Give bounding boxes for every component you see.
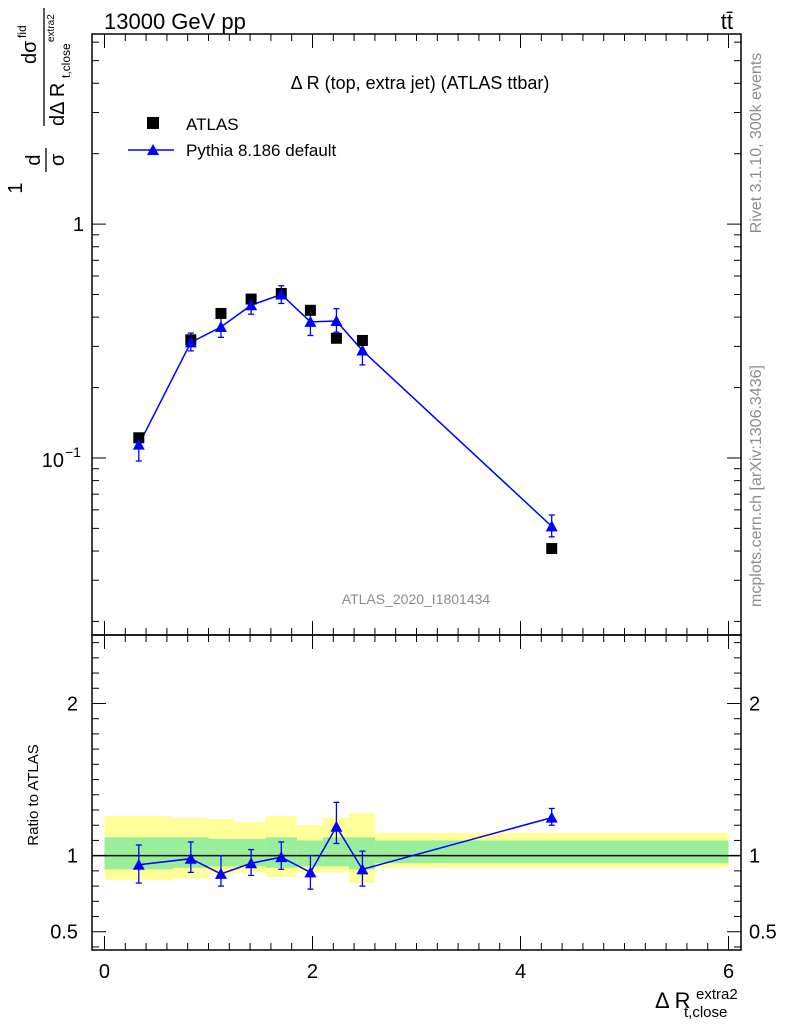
x-tick-label: 6 [723, 961, 734, 983]
pythia-line [138, 293, 553, 527]
atlas-data-point [245, 293, 257, 305]
ratio-data-point [214, 867, 227, 879]
ratio-data-point [184, 852, 197, 864]
chart-title: Δ R (top, extra jet) (ATLAS ttbar) [291, 73, 550, 93]
svg-text:dσ: dσ [19, 40, 41, 64]
legend-pythia-label: Pythia 8.186 default [186, 141, 337, 160]
atlas-data-point [304, 304, 316, 316]
svg-text:t,close: t,close [684, 1004, 727, 1021]
svg-text:Δ R: Δ R [655, 988, 690, 1013]
main-y-tick-label: 1 [73, 214, 84, 236]
svg-text:1: 1 [5, 182, 27, 193]
pythia-data-point [214, 321, 227, 333]
rivet-label: Rivet 3.1.10, 300k events [748, 53, 765, 234]
x-tick-label: 2 [307, 961, 318, 983]
main-series-layer [132, 285, 558, 555]
svg-text:dΔ R: dΔ R [47, 83, 69, 126]
ratio-y-tick-label: 1 [67, 846, 78, 868]
pythia-data-point [184, 336, 197, 348]
pythia-data-point [245, 299, 258, 311]
ratio-data-point [545, 811, 558, 823]
ratio-y-tick-label-right: 0.5 [749, 922, 777, 944]
pythia-data-point [330, 315, 343, 327]
atlas-data-point [215, 307, 227, 319]
legend: ATLAS Pythia 8.186 default [128, 115, 337, 160]
ratio-stat-uncertainty-band [374, 840, 729, 864]
svg-text:fid: fid [15, 25, 29, 38]
pythia-data-point [356, 344, 369, 356]
ratio-data-point [304, 866, 317, 878]
x-tick-label: 4 [515, 961, 526, 983]
ratio-y-tick-label: 2 [67, 693, 78, 715]
pythia-data-point [132, 438, 145, 450]
main-y-axis-label: d σ 1 dσ fid dΔ R t,close extra2 [5, 8, 73, 194]
ratio-data-point [245, 857, 258, 869]
svg-text:extra2: extra2 [696, 986, 738, 1003]
pythia-data-point [275, 288, 288, 300]
ratio-y-tick-label: 0.5 [50, 922, 78, 944]
legend-atlas-label: ATLAS [186, 115, 239, 134]
energy-label: 13000 GeV pp [104, 9, 246, 34]
ratio-axis-ticks: 0.5 0.5 1 1 2 2 0 2 4 6 [50, 635, 777, 983]
x-axis-label: Δ R extra2 t,close [655, 986, 738, 1021]
atlas-data-point [133, 432, 145, 444]
process-label: tt̄ [721, 9, 733, 34]
svg-text:t,close: t,close [59, 43, 73, 78]
atlas-data-point [330, 332, 342, 344]
main-axis-ticks: 1 10 −1 [42, 34, 741, 635]
pythia-data-point [545, 520, 558, 532]
ratio-data-point [356, 863, 369, 875]
legend-atlas-marker [147, 117, 159, 129]
x-tick-label: 0 [99, 961, 110, 983]
svg-text:d: d [23, 154, 45, 165]
source-label: mcplots.cern.ch [arXiv:1306.3436] [748, 365, 765, 607]
ratio-data-point [132, 858, 145, 870]
atlas-data-point [546, 543, 558, 555]
legend-pythia-marker [147, 144, 159, 155]
ratio-panel-frame [91, 634, 742, 951]
analysis-watermark: ATLAS_2020_I1801434 [342, 591, 491, 607]
main-y-tick-label: 10 [42, 450, 64, 472]
ratio-data-point [330, 820, 343, 832]
pythia-data-point [304, 315, 317, 327]
ratio-y-tick-label-right: 1 [749, 846, 760, 868]
ratio-y-axis-label: Ratio to ATLAS [25, 744, 42, 845]
ratio-series-layer [132, 801, 558, 890]
main-y-tick-label-exponent: −1 [65, 444, 81, 460]
ratio-y-tick-label-right: 2 [749, 693, 760, 715]
ratio-data-point [275, 851, 288, 863]
svg-text:σ: σ [47, 153, 69, 166]
atlas-data-point [356, 334, 368, 346]
svg-text:extra2: extra2 [46, 14, 57, 42]
